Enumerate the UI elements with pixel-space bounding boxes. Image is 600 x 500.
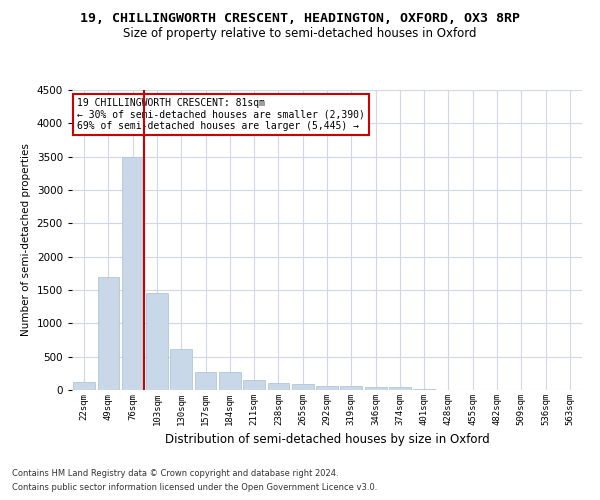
Text: Contains public sector information licensed under the Open Government Licence v3: Contains public sector information licen… xyxy=(12,484,377,492)
Bar xyxy=(243,380,265,390)
Text: Contains HM Land Registry data © Crown copyright and database right 2024.: Contains HM Land Registry data © Crown c… xyxy=(12,468,338,477)
Bar xyxy=(194,372,217,390)
Bar xyxy=(316,386,338,390)
X-axis label: Distribution of semi-detached houses by size in Oxford: Distribution of semi-detached houses by … xyxy=(164,434,490,446)
Bar xyxy=(170,348,192,390)
Bar xyxy=(340,386,362,390)
Bar xyxy=(146,294,168,390)
Bar xyxy=(97,276,119,390)
Bar xyxy=(292,384,314,390)
Bar xyxy=(268,384,289,390)
Y-axis label: Number of semi-detached properties: Number of semi-detached properties xyxy=(21,144,31,336)
Bar xyxy=(122,156,143,390)
Bar xyxy=(73,382,95,390)
Bar xyxy=(365,386,386,390)
Text: 19, CHILLINGWORTH CRESCENT, HEADINGTON, OXFORD, OX3 8RP: 19, CHILLINGWORTH CRESCENT, HEADINGTON, … xyxy=(80,12,520,26)
Bar xyxy=(389,388,411,390)
Text: Size of property relative to semi-detached houses in Oxford: Size of property relative to semi-detach… xyxy=(123,28,477,40)
Bar xyxy=(219,372,241,390)
Text: 19 CHILLINGWORTH CRESCENT: 81sqm
← 30% of semi-detached houses are smaller (2,39: 19 CHILLINGWORTH CRESCENT: 81sqm ← 30% o… xyxy=(77,98,365,130)
